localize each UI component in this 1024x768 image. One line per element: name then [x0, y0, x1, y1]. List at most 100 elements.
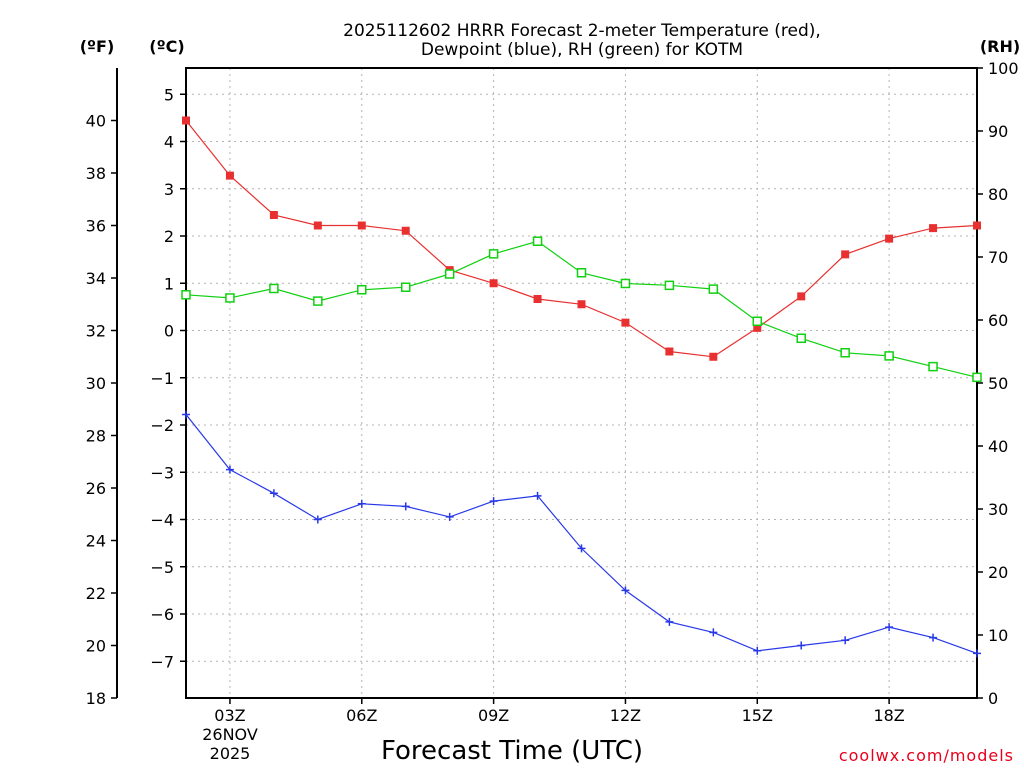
x-tick-label: 06Z	[346, 706, 377, 725]
dewpoint-point	[225, 465, 234, 474]
plot-frame	[185, 67, 978, 699]
rh-tick-label: 20	[988, 563, 1008, 582]
x-tick-label: 15Z	[742, 706, 773, 725]
rh-point	[664, 280, 675, 291]
chart-title-line1: 2025112602 HRRR Forecast 2-meter Tempera…	[343, 21, 821, 41]
celsius-tick-label: 3	[164, 180, 174, 199]
dewpoint-point	[841, 636, 850, 645]
x-tick-label: 03Z	[214, 706, 245, 725]
celsius-tick-label: −6	[150, 605, 174, 624]
celsius-tick-label: 5	[164, 85, 174, 104]
celsius-tick-label: 4	[164, 133, 174, 152]
2-meter-temperature-point	[885, 234, 894, 243]
dewpoint-point	[269, 489, 278, 498]
2-meter-temperature-point	[225, 171, 234, 180]
axes: 182022242628303234363840543210−1−2−3−4−5…	[86, 59, 1019, 725]
dewpoint-point	[665, 617, 674, 626]
rh-point	[620, 278, 631, 289]
rh-tick-label: 70	[988, 248, 1008, 267]
2-meter-temperature-point	[929, 224, 938, 233]
rh-point	[488, 249, 499, 259]
celsius-tick-label: −4	[150, 511, 174, 530]
rh-tick-label: 80	[988, 185, 1008, 204]
fahrenheit-unit-label: (ºF)	[80, 37, 115, 56]
x-tick-label: 12Z	[610, 706, 641, 725]
dewpoint-point	[577, 544, 586, 553]
rh-point	[796, 333, 806, 344]
rh-point	[840, 348, 850, 358]
chart-title-line2: Dewpoint (blue), RH (green) for KOTM	[421, 40, 743, 60]
rh-point	[357, 285, 367, 295]
fahrenheit-tick-label: 30	[86, 374, 106, 393]
credit-text: coolwx.com/models	[839, 746, 1014, 765]
celsius-tick-label: −7	[150, 652, 174, 671]
rh-point	[269, 283, 279, 294]
x-tick-label: 09Z	[478, 706, 509, 725]
rh-line	[185, 240, 978, 378]
rh-tick-label: 90	[988, 122, 1008, 141]
fahrenheit-tick-label: 34	[86, 269, 106, 288]
fahrenheit-tick-label: 28	[86, 427, 106, 446]
2-meter-temperature-point	[357, 221, 366, 230]
dewpoint-point	[445, 512, 454, 521]
dewpoint-point	[709, 628, 718, 637]
dewpoint-point	[401, 502, 410, 511]
fahrenheit-tick-label: 18	[86, 689, 106, 708]
rh-point	[752, 316, 763, 327]
date-label-day: 26NOV	[202, 725, 258, 744]
dewpoint-point	[533, 491, 542, 500]
celsius-tick-label: 1	[164, 274, 174, 293]
rh-point	[225, 293, 235, 303]
x-tick-label: 18Z	[873, 706, 904, 725]
rh-tick-label: 10	[988, 626, 1008, 645]
2-meter-temperature-point	[489, 279, 498, 288]
dewpoint-point	[885, 623, 894, 632]
rh-point	[972, 372, 982, 383]
fahrenheit-tick-label: 32	[86, 322, 106, 341]
dewpoint-line	[185, 414, 978, 654]
2-meter-temperature-point	[753, 323, 762, 332]
2-meter-temperature-point	[313, 221, 322, 230]
rh-point	[928, 361, 938, 372]
2-meter-temperature-point	[401, 226, 410, 235]
dewpoint-point	[797, 641, 806, 650]
2-meter-temperature-point	[841, 250, 850, 259]
2-meter-temperature-point	[797, 292, 806, 301]
date-label-year: 2025	[210, 744, 251, 763]
rh-tick-label: 100	[988, 59, 1019, 78]
fahrenheit-tick-label: 38	[86, 164, 106, 183]
celsius-tick-label: 2	[164, 227, 174, 246]
rh-point	[532, 236, 543, 246]
rh-point	[708, 284, 719, 294]
2-meter-temperature-line	[185, 120, 978, 358]
dewpoint-point	[973, 649, 981, 658]
fahrenheit-tick-label: 36	[86, 217, 106, 236]
2-meter-temperature-point	[577, 300, 586, 309]
dewpoint-point	[182, 410, 190, 419]
2-meter-temperature-point	[182, 116, 190, 125]
series-layer	[181, 116, 982, 658]
fahrenheit-tick-label: 40	[86, 112, 106, 131]
fahrenheit-tick-label: 24	[86, 532, 106, 551]
celsius-tick-label: −1	[150, 369, 174, 388]
celsius-tick-label: −2	[150, 416, 174, 435]
celsius-unit-label: (ºC)	[149, 37, 184, 56]
2-meter-temperature-point	[533, 295, 542, 303]
celsius-tick-label: 0	[164, 322, 174, 341]
rh-tick-label: 50	[988, 374, 1008, 393]
rh-tick-label: 0	[988, 689, 998, 708]
rh-point	[400, 282, 411, 292]
fahrenheit-tick-label: 22	[86, 584, 106, 603]
rh-unit-label: (RH)	[980, 37, 1020, 56]
rh-point	[181, 290, 191, 300]
2-meter-temperature-point	[269, 211, 278, 219]
dewpoint-point	[313, 515, 322, 524]
dewpoint-point	[753, 646, 762, 655]
2-meter-temperature-point	[621, 318, 630, 327]
dewpoint-point	[357, 499, 366, 508]
2-meter-temperature-point	[665, 347, 674, 356]
fahrenheit-tick-label: 26	[86, 479, 106, 498]
2-meter-temperature-point	[973, 221, 981, 230]
celsius-tick-label: −3	[150, 463, 174, 482]
rh-tick-label: 60	[988, 311, 1008, 330]
